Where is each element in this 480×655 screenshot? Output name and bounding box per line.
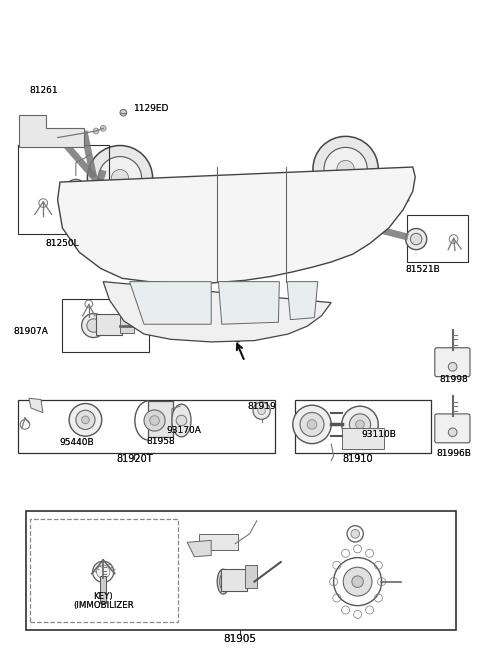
Bar [18, 400, 275, 453]
Polygon shape [287, 282, 318, 320]
Text: 81250L: 81250L [46, 239, 79, 248]
Text: 81958: 81958 [146, 437, 175, 446]
Circle shape [69, 403, 102, 436]
Circle shape [313, 136, 378, 202]
Text: 81907A: 81907A [14, 327, 48, 336]
Text: 81905: 81905 [224, 633, 256, 644]
Circle shape [82, 416, 89, 424]
Circle shape [253, 402, 270, 419]
Ellipse shape [217, 569, 229, 594]
Bar [100, 576, 106, 603]
Circle shape [176, 415, 187, 426]
Circle shape [76, 410, 95, 430]
Circle shape [45, 130, 59, 145]
Polygon shape [29, 398, 43, 413]
Text: 81958: 81958 [146, 437, 175, 446]
Circle shape [406, 229, 427, 250]
Circle shape [87, 145, 153, 211]
Bar [221, 569, 247, 591]
Text: 81920T: 81920T [116, 453, 153, 464]
Polygon shape [58, 167, 415, 283]
Circle shape [100, 126, 106, 131]
FancyBboxPatch shape [435, 348, 470, 377]
Text: 81919: 81919 [247, 402, 276, 411]
Circle shape [352, 576, 363, 588]
Bar [96, 314, 122, 335]
Circle shape [144, 410, 165, 431]
Ellipse shape [220, 574, 227, 590]
Text: (IMMOBILIZER: (IMMOBILIZER [73, 601, 133, 610]
Bar [245, 565, 257, 588]
Circle shape [93, 128, 99, 134]
Circle shape [82, 314, 106, 337]
Circle shape [96, 565, 110, 578]
Text: 93170A: 93170A [166, 426, 201, 435]
Text: 93110B: 93110B [362, 430, 396, 439]
Text: KEY): KEY) [94, 591, 113, 601]
Ellipse shape [172, 404, 191, 437]
Circle shape [351, 529, 360, 538]
Bar [62, 299, 149, 352]
Circle shape [120, 109, 127, 116]
Text: 1129ED: 1129ED [133, 103, 169, 113]
Text: 81996B: 81996B [436, 449, 471, 458]
Text: 81261: 81261 [29, 86, 58, 95]
Text: 81905: 81905 [224, 633, 256, 644]
Text: 81920T: 81920T [116, 453, 153, 464]
Circle shape [300, 413, 324, 436]
Bar [30, 519, 178, 622]
Text: 81998: 81998 [439, 375, 468, 384]
Circle shape [342, 406, 378, 443]
Bar [120, 317, 134, 333]
Text: KEY): KEY) [94, 591, 113, 601]
Text: 81261: 81261 [29, 86, 58, 95]
Text: 81910: 81910 [342, 453, 373, 464]
Text: 81919: 81919 [247, 402, 276, 411]
Text: 81907A: 81907A [14, 327, 48, 336]
Circle shape [343, 567, 372, 596]
Text: 81910: 81910 [342, 453, 373, 464]
Circle shape [349, 414, 371, 435]
Bar [148, 401, 173, 437]
Text: 1129ED: 1129ED [133, 103, 169, 113]
Circle shape [324, 147, 367, 191]
Text: 93110B: 93110B [362, 430, 396, 439]
Circle shape [448, 428, 457, 437]
Polygon shape [130, 282, 211, 324]
Circle shape [70, 184, 82, 196]
Text: 95440B: 95440B [60, 438, 94, 447]
Circle shape [235, 337, 240, 342]
Text: 81250L: 81250L [46, 239, 79, 248]
Bar [18, 145, 109, 234]
Bar [342, 428, 384, 449]
Text: 81521B: 81521B [405, 265, 440, 274]
Circle shape [98, 157, 142, 200]
Circle shape [258, 407, 265, 415]
Text: 81996B: 81996B [436, 449, 471, 458]
Bar [26, 511, 456, 630]
Circle shape [87, 319, 100, 332]
Polygon shape [218, 282, 279, 324]
Circle shape [307, 420, 317, 429]
Circle shape [356, 420, 364, 429]
Polygon shape [103, 282, 331, 342]
Text: 95440B: 95440B [60, 438, 94, 447]
Circle shape [410, 233, 422, 245]
Bar [199, 534, 238, 550]
FancyBboxPatch shape [435, 414, 470, 443]
Circle shape [448, 362, 457, 371]
Bar [295, 400, 431, 453]
Polygon shape [187, 540, 211, 557]
Text: (IMMOBILIZER: (IMMOBILIZER [73, 601, 133, 610]
Circle shape [293, 405, 331, 443]
Circle shape [65, 179, 86, 200]
Polygon shape [19, 115, 84, 147]
Text: 81998: 81998 [439, 375, 468, 384]
Circle shape [337, 160, 354, 178]
Text: 81521B: 81521B [405, 265, 440, 274]
Text: 93170A: 93170A [166, 426, 201, 435]
Circle shape [150, 416, 159, 425]
Circle shape [111, 170, 129, 187]
Bar [407, 215, 468, 262]
